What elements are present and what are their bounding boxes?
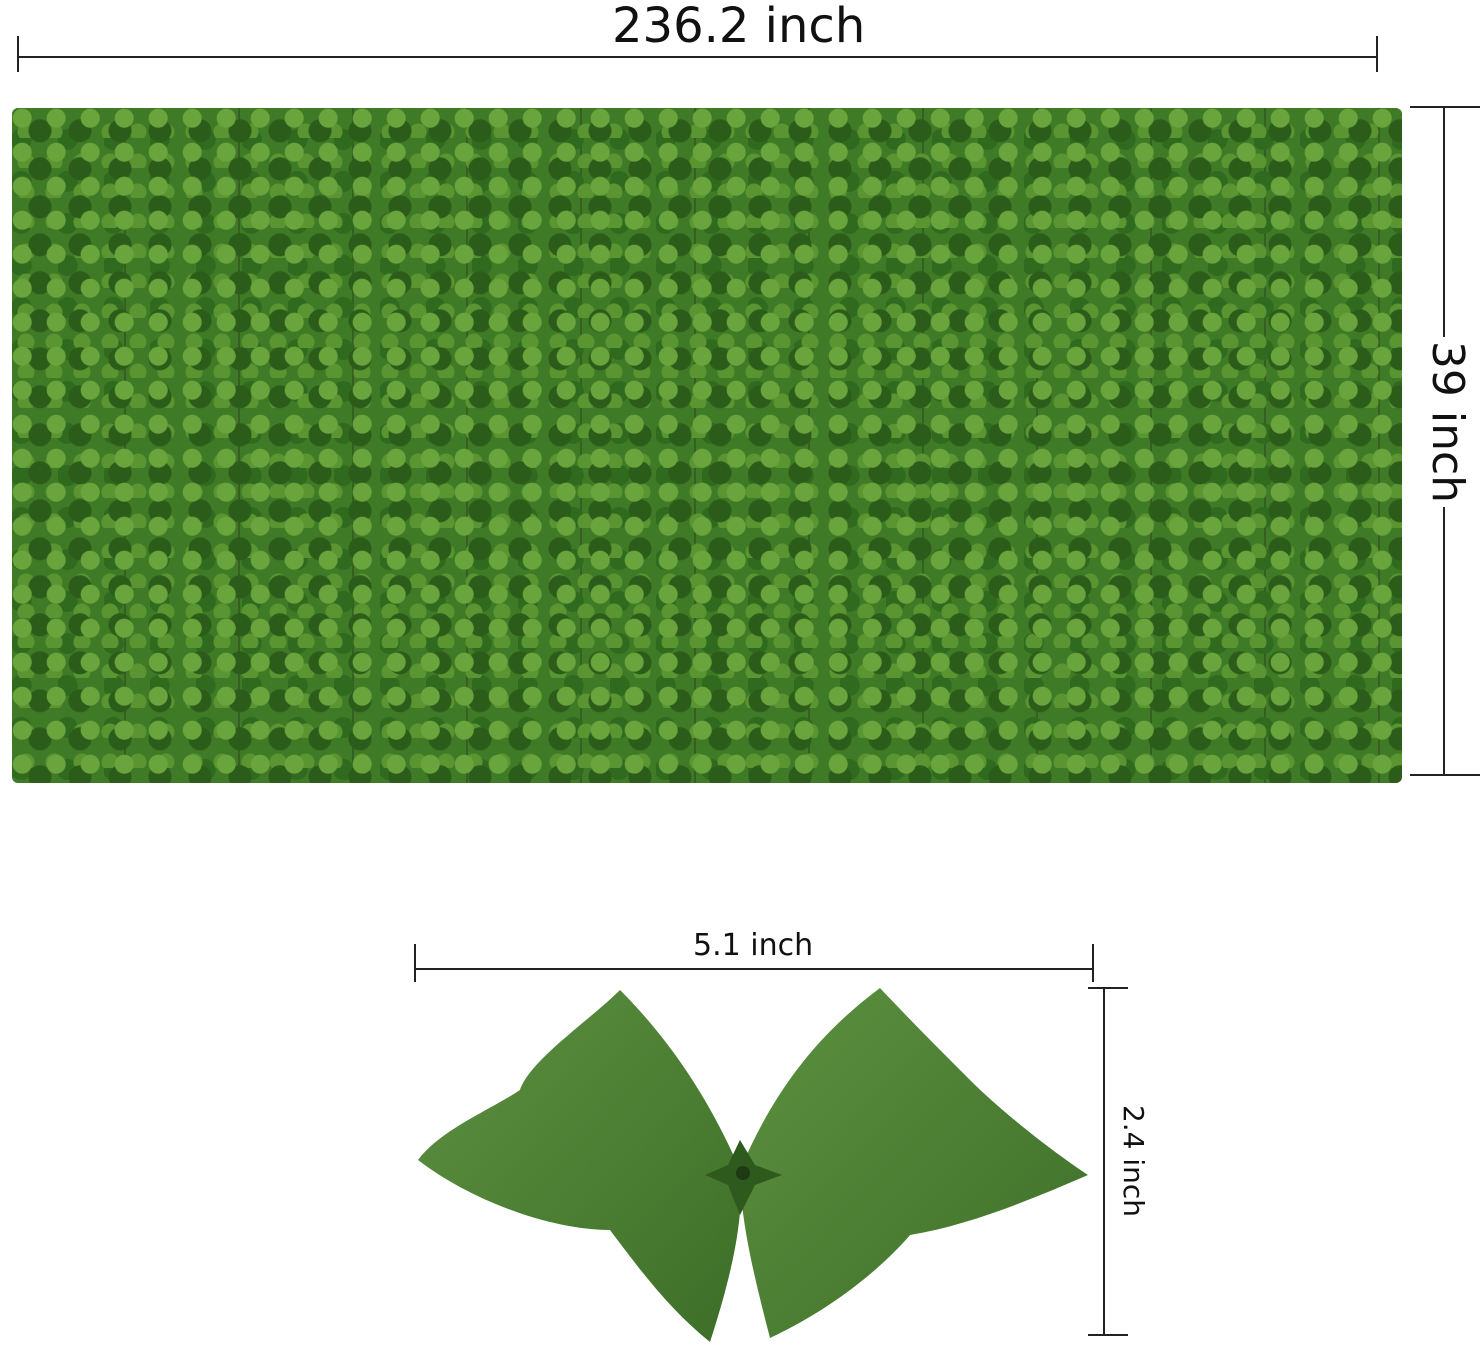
leaf-height-tick-top	[1088, 987, 1128, 989]
leaf-width-tick-right	[1092, 944, 1094, 982]
leaf-width-tick-left	[414, 944, 416, 982]
panel-height-label: 39 inch	[1420, 337, 1474, 507]
panel-height-tick-top	[1410, 106, 1480, 108]
leaf-width-line	[415, 968, 1093, 970]
panel-height-tick-bottom	[1410, 774, 1480, 776]
leaf-stem-connector-icon	[705, 1140, 782, 1215]
panel-width-tick-left	[17, 36, 19, 72]
leaf-width-label: 5.1 inch	[693, 928, 814, 963]
leaf-left-lobe	[418, 990, 741, 1342]
panel-width-line	[17, 56, 1378, 58]
hedge-panel-image	[12, 108, 1402, 783]
leaf-right-lobe	[740, 988, 1088, 1338]
leaf-image	[418, 988, 1088, 1342]
leaf-height-tick-bottom	[1088, 1334, 1128, 1336]
panel-width-tick-right	[1376, 36, 1378, 72]
leaf-height-line	[1103, 988, 1105, 1335]
leaf-height-label: 2.4 inch	[1117, 1104, 1150, 1218]
panel-width-label: 236.2 inch	[612, 0, 866, 54]
